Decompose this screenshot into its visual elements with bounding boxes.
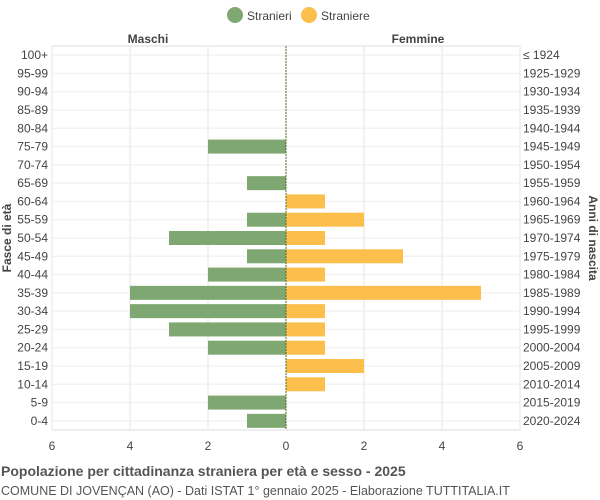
chart-subtitle: COMUNE DI JOVENÇAN (AO) - Dati ISTAT 1° …	[1, 484, 510, 498]
right-header: Femmine	[392, 32, 445, 46]
x-tick-label: 6	[49, 439, 56, 453]
birth-year-label: 2005-2009	[523, 359, 581, 373]
birth-year-label: 1945-1949	[523, 140, 581, 154]
bar-male	[208, 340, 286, 355]
age-label: 100+	[21, 48, 48, 62]
bar-male	[130, 304, 286, 319]
x-tick-label: 4	[439, 439, 446, 453]
age-label: 95-99	[17, 66, 48, 80]
bar-female	[286, 194, 325, 209]
age-label: 85-89	[17, 103, 48, 117]
birth-year-label: 1975-1979	[523, 249, 581, 263]
bar-female	[286, 249, 403, 264]
bar-male	[208, 267, 286, 282]
bar-female	[286, 231, 325, 245]
legend-marker-stranieri	[227, 7, 243, 23]
age-label: 20-24	[17, 341, 48, 355]
birth-year-label: 1940-1944	[523, 121, 581, 135]
y-axis-label-left: Fasce di età	[0, 203, 14, 272]
x-tick-label: 4	[127, 439, 134, 453]
legend-marker-straniere	[301, 7, 317, 23]
birth-year-label: 1955-1959	[523, 176, 581, 190]
age-label: 90-94	[17, 85, 48, 99]
bar-female	[286, 304, 325, 319]
birth-year-label: 2010-2014	[523, 377, 581, 391]
birth-year-label: 1995-1999	[523, 322, 581, 336]
legend-label-stranieri: Stranieri	[247, 9, 292, 23]
age-label: 30-34	[17, 304, 48, 318]
birth-year-label: 1925-1929	[523, 66, 581, 80]
age-label: 0-4	[31, 414, 49, 428]
x-tick-label: 0	[283, 439, 290, 453]
bar-male	[247, 413, 286, 428]
age-label: 70-74	[17, 158, 48, 172]
bar-male	[247, 212, 286, 227]
age-label: 10-14	[17, 377, 48, 391]
birth-year-label: 2015-2019	[523, 396, 581, 410]
age-label: 50-54	[17, 231, 48, 245]
bar-male	[247, 249, 286, 264]
age-label: 15-19	[17, 359, 48, 373]
bar-female	[286, 267, 325, 282]
birth-year-label: 2000-2004	[523, 341, 581, 355]
birth-year-label: 2020-2024	[523, 414, 581, 428]
birth-year-label: 1970-1974	[523, 231, 581, 245]
x-tick-label: 6	[517, 439, 524, 453]
bar-female	[286, 322, 325, 337]
bar-male	[169, 322, 286, 337]
x-tick-label: 2	[361, 439, 368, 453]
age-label: 25-29	[17, 322, 48, 336]
population-pyramid-chart: 6 4 2 0 2 4 6 100+ ≤ 1924 95-99 1925-1929 90-94 1930…	[0, 7, 600, 453]
y-axis-label-right: Anni di nascita	[586, 195, 600, 281]
age-label: 5-9	[31, 396, 49, 410]
x-tick-label: 2	[205, 439, 212, 453]
left-header: Maschi	[128, 32, 169, 46]
bar-male	[208, 395, 286, 410]
birth-year-label: 1930-1934	[523, 85, 581, 99]
age-label: 75-79	[17, 140, 48, 154]
age-label: 35-39	[17, 286, 48, 300]
bar-male	[169, 231, 286, 245]
age-label: 40-44	[17, 268, 48, 282]
age-label: 60-64	[17, 194, 48, 208]
chart-title: Popolazione per cittadinanza straniera p…	[1, 463, 406, 479]
birth-year-label: 1990-1994	[523, 304, 581, 318]
bar-female	[286, 285, 481, 300]
bar-female	[286, 359, 364, 373]
age-label: 55-59	[17, 213, 48, 227]
age-label: 65-69	[17, 176, 48, 190]
bar-male	[208, 139, 286, 154]
birth-year-label: 1950-1954	[523, 158, 581, 172]
bar-female	[286, 377, 325, 392]
birth-year-label: 1965-1969	[523, 213, 581, 227]
birth-year-label: 1980-1984	[523, 268, 581, 282]
birth-year-label: 1985-1989	[523, 286, 581, 300]
bar-female	[286, 340, 325, 355]
birth-year-label: 1935-1939	[523, 103, 581, 117]
age-label: 80-84	[17, 121, 48, 135]
birth-year-label: 1960-1964	[523, 194, 581, 208]
bar-male	[130, 285, 286, 300]
legend-label-straniere: Straniere	[321, 9, 370, 23]
bar-female	[286, 212, 364, 227]
bar-male	[247, 176, 286, 191]
birth-year-label: ≤ 1924	[523, 48, 560, 62]
age-label: 45-49	[17, 249, 48, 263]
